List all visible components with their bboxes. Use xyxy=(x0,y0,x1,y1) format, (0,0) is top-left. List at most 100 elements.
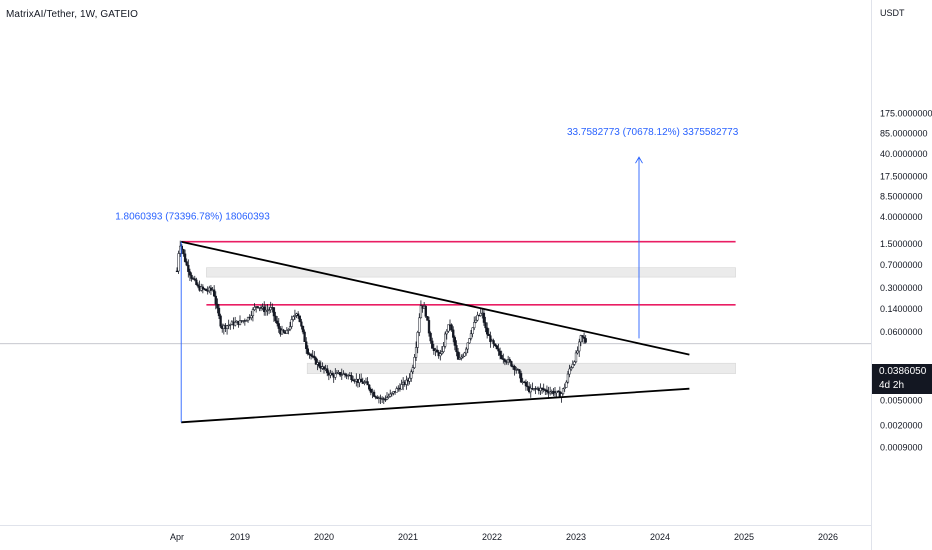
candle-body xyxy=(455,345,458,353)
candle-body xyxy=(442,346,445,352)
candle-body xyxy=(439,353,442,357)
candle-body xyxy=(343,373,347,376)
price-tick-label: 40.0000000 xyxy=(880,149,928,159)
candle-body xyxy=(204,288,208,291)
candle-body xyxy=(452,329,455,338)
time-tick-label: 2021 xyxy=(398,532,418,542)
price-axis: 175.0000000 85.0000000 40.0000000 17.500000… xyxy=(880,109,932,453)
candle-body xyxy=(219,315,222,327)
candle-body xyxy=(526,385,529,388)
currency-label: USDT xyxy=(880,8,905,18)
candle-body xyxy=(290,319,293,327)
candle-body xyxy=(340,374,343,376)
candle-body xyxy=(292,316,295,320)
candle-body xyxy=(568,368,571,375)
candle-body xyxy=(578,341,581,352)
price-tick-label: 0.1400000 xyxy=(880,304,923,314)
trendline-1[interactable] xyxy=(181,240,690,356)
candle-body xyxy=(435,349,439,353)
candle-body xyxy=(183,253,187,262)
price-tick-label: 8.5000000 xyxy=(880,191,923,201)
zones-layer xyxy=(206,267,736,374)
candle-body xyxy=(276,320,279,324)
candle-body xyxy=(225,325,229,329)
candle-body xyxy=(318,362,321,367)
candle-body xyxy=(431,340,434,349)
candle-body xyxy=(400,384,403,390)
time-tick-label: 2025 xyxy=(734,532,754,542)
candle-body xyxy=(492,340,495,345)
time-tick-label: 2026 xyxy=(818,532,838,542)
candle-body xyxy=(513,366,516,371)
candle-body xyxy=(571,364,574,368)
candle-body xyxy=(372,391,376,397)
candle-body xyxy=(305,341,308,349)
candle-body xyxy=(300,321,303,327)
candle-body xyxy=(251,309,255,317)
horizontal-lines-layer xyxy=(0,240,871,345)
candle-body xyxy=(581,335,584,338)
candle-body xyxy=(453,337,456,346)
candle-body xyxy=(369,388,372,393)
candle-body xyxy=(313,355,316,359)
candle-body xyxy=(395,388,398,393)
candle-body xyxy=(486,327,489,335)
candle-body xyxy=(382,398,385,400)
candle-body xyxy=(553,392,557,395)
candle-body xyxy=(339,372,342,376)
candle-body xyxy=(476,314,479,321)
candle-body xyxy=(447,324,450,332)
candle-body xyxy=(570,367,573,370)
candle-body xyxy=(429,332,432,342)
candle-body xyxy=(175,270,179,273)
candle-body xyxy=(238,320,242,325)
candle-body xyxy=(482,312,486,323)
candle-body xyxy=(494,343,497,347)
countdown-label: 4d 2h xyxy=(879,380,905,391)
candle-body xyxy=(368,384,371,390)
measure-label-2: 33.7582773 (70678.12%) 3375582773 xyxy=(567,127,739,138)
candle-body xyxy=(518,369,521,374)
candle-body xyxy=(272,307,276,317)
candle-body xyxy=(293,315,297,317)
candle-body xyxy=(502,358,505,360)
candle-body xyxy=(282,329,285,333)
candle-body xyxy=(256,306,259,308)
zone-box-1[interactable] xyxy=(206,267,736,278)
candle-body xyxy=(549,391,552,394)
candle-body xyxy=(185,261,188,266)
candle-body xyxy=(445,330,448,335)
candle-body xyxy=(500,355,503,359)
time-tick-label: 2020 xyxy=(314,532,334,542)
candle-body xyxy=(460,356,463,359)
candle-body xyxy=(209,287,213,291)
candle-body xyxy=(474,319,477,323)
candle-body xyxy=(227,324,230,327)
candle-body xyxy=(573,361,576,365)
candle-body xyxy=(479,313,482,316)
candle-body xyxy=(187,264,190,272)
time-tick-label: 2019 xyxy=(230,532,250,542)
measure-label-1: 1.8060393 (73396.78%) 18060393 xyxy=(115,212,270,223)
candle-body xyxy=(298,315,301,323)
arrow-head-icon xyxy=(635,156,643,164)
candle-body xyxy=(545,389,549,392)
candle-body xyxy=(414,347,418,358)
trendlines-layer xyxy=(181,240,690,424)
candle-body xyxy=(498,350,502,356)
price-tick-label: 0.3000000 xyxy=(880,283,923,293)
candle-body xyxy=(389,393,392,397)
candle-body xyxy=(419,305,423,319)
candle-body xyxy=(440,351,444,354)
trendline-2[interactable] xyxy=(181,387,690,424)
candle-body xyxy=(214,295,217,305)
candle-body xyxy=(267,309,271,311)
candle-body xyxy=(385,397,389,400)
candle-body xyxy=(565,381,568,388)
time-tick-label: Apr xyxy=(170,532,184,542)
chart-title: MatrixAI/Tether, 1W, GATEIO xyxy=(6,9,138,20)
price-tick-label: 1.5000000 xyxy=(880,239,923,249)
candle-body xyxy=(450,324,453,331)
